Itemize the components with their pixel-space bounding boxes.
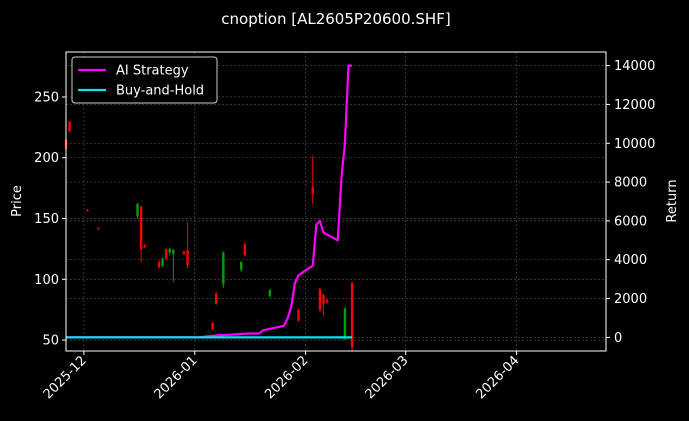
candle-body [143,245,146,248]
candle-body [325,299,329,303]
plot-frame [65,51,607,352]
candle-body [243,244,247,255]
y-right-tick-label: 4000 [614,253,647,268]
y-left-tick-label: 250 [34,90,59,105]
lines [66,64,353,339]
y-right-tick-label: 0 [614,331,622,346]
candle-body [182,251,186,254]
candle-body [222,252,225,285]
candle-body [157,262,161,268]
candle-body [214,293,218,304]
candle-body [86,210,89,212]
y-left-tick-label: 200 [34,151,59,166]
y-axis-right-label: Return [665,179,680,222]
candle-body [297,309,300,321]
legend-label: Buy-and-Hold [116,84,204,99]
y-right-tick-label: 14000 [614,59,655,74]
candle-body [68,121,71,132]
candle-body [164,248,168,259]
y-left-tick-label: 50 [42,334,59,349]
legend-label: AI Strategy [116,64,189,79]
candle-body [136,203,139,217]
candle-body [343,308,347,338]
candle-body [311,186,314,195]
candle-body [168,248,171,253]
candle-body [268,290,272,297]
y-left-tick-label: 100 [34,273,59,288]
candle-body [240,262,243,270]
y-right-tick-label: 8000 [614,176,647,191]
y-axis-left-label: Price [10,185,25,217]
candle-body [161,258,164,266]
candle-body [172,250,175,254]
y-left-tick-label: 150 [34,212,59,227]
ai-strategy-line [66,64,353,339]
candle-body [139,206,143,249]
chart-title: cnoption [AL2605P20600.SHF] [221,10,450,28]
candle-body [96,228,100,230]
legend-box [71,56,218,104]
y-right-tick-label: 2000 [614,292,647,307]
candle-body [322,295,325,304]
y-right-tick-label: 10000 [614,137,655,152]
candle-body [211,323,214,330]
candle-body [350,282,354,348]
y-right-tick-label: 12000 [614,98,655,113]
grid [66,52,606,351]
candle-body [186,250,189,265]
y-right-tick-label: 6000 [614,214,647,229]
legend: AI Strategy Buy-and-Hold [71,56,218,104]
candle-body [318,289,322,310]
